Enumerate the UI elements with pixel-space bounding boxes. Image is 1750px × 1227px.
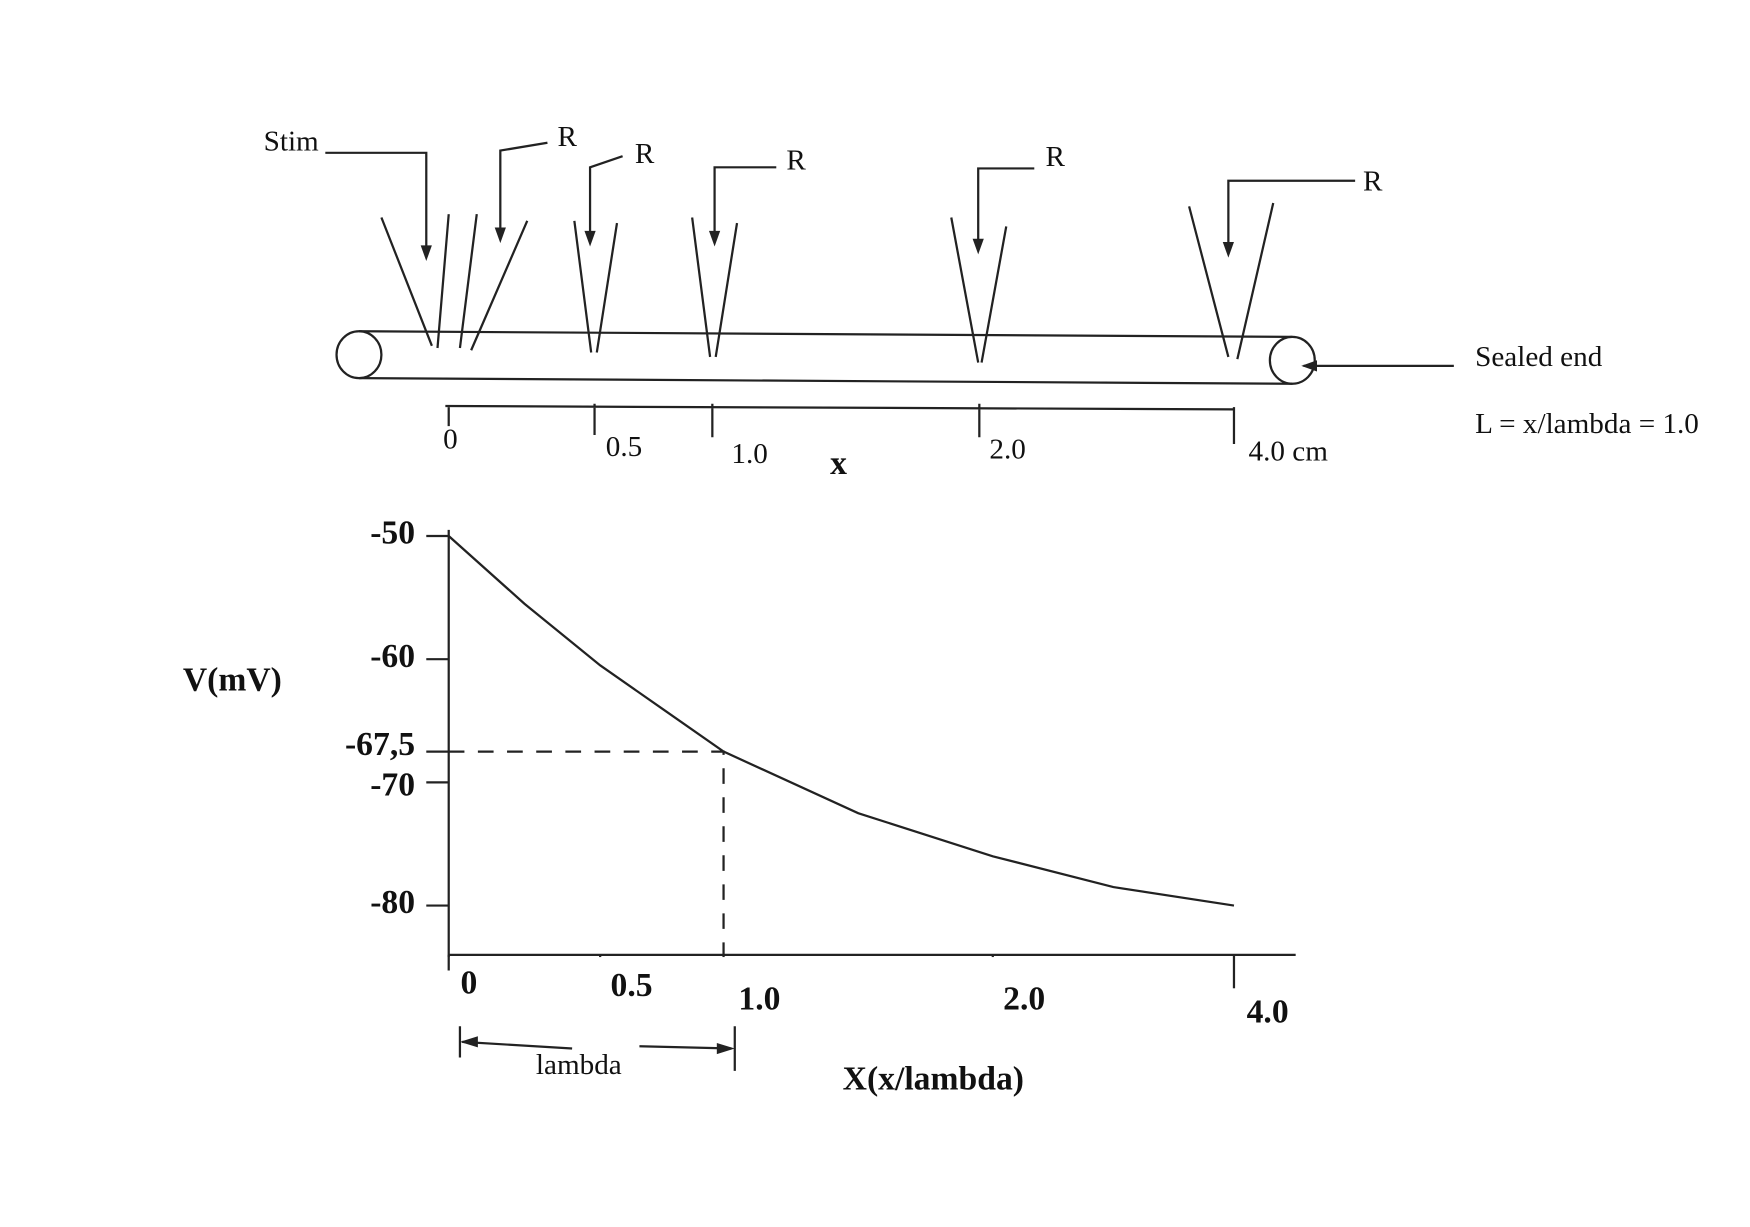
y-tick-label: -80: [370, 884, 415, 921]
r-lead: [1227, 179, 1356, 251]
cable-edge: [358, 330, 1293, 338]
stim-label: Stim: [264, 126, 319, 158]
scale-label: 0.5: [606, 431, 642, 463]
sealed-end-label: Sealed end: [1475, 341, 1603, 373]
scale-label: 2.0: [989, 433, 1025, 465]
cable-end: [1268, 335, 1316, 385]
x-tick-label: 4.0: [1247, 994, 1289, 1031]
x-tick-label: 1.0: [738, 980, 780, 1017]
data-line: [447, 535, 1235, 907]
cable-start: [335, 330, 383, 380]
r-lead: [588, 155, 623, 240]
chart: V(mV) X(x/lambda) lambda 0 0.5 1.0 2.0 4.0 -5…: [183, 515, 1296, 1098]
lambda-bracket: [458, 1026, 736, 1071]
y-tick-label: -67,5: [345, 726, 415, 763]
electrode: [950, 217, 1008, 363]
marker-guide: [448, 750, 725, 955]
r-label: R: [786, 145, 806, 177]
cable-diagram: Stim R R R R R Sealed end L = x/lambda =…: [264, 121, 1699, 482]
x-tick-label: 0: [460, 965, 477, 1002]
stim-lead: [325, 151, 428, 255]
scale-label: 1.0: [731, 438, 767, 470]
x-tick-label: 2.0: [1003, 980, 1045, 1017]
scale-axis-label: x: [830, 445, 847, 482]
y-tick-label: -70: [370, 767, 415, 804]
x-tick-label: 0.5: [611, 967, 653, 1004]
electrode: [1188, 202, 1275, 360]
r-label: R: [635, 138, 655, 170]
arrowheads: [420, 227, 1317, 372]
y-tick-label: -60: [370, 638, 415, 675]
y-tick-label: -50: [370, 515, 415, 552]
r-lead: [977, 167, 1035, 248]
electrode: [691, 217, 739, 358]
electrode: [573, 220, 619, 353]
scale-label: 4.0 cm: [1249, 436, 1329, 468]
scale-label: 0: [443, 423, 458, 455]
r-label: R: [1363, 166, 1383, 198]
r-lead: [713, 166, 777, 240]
r-label: R: [558, 121, 578, 153]
lambda-label: lambda: [536, 1049, 622, 1081]
r-lead: [499, 141, 548, 237]
electrodes: [380, 214, 529, 351]
length-note: L = x/lambda = 1.0: [1475, 408, 1699, 440]
r-label: R: [1046, 141, 1066, 173]
scale-bar: [445, 403, 1236, 444]
y-axis-label: V(mV): [183, 661, 282, 698]
cable-edge: [358, 377, 1293, 385]
x-axis-label: X(x/lambda): [843, 1061, 1024, 1098]
